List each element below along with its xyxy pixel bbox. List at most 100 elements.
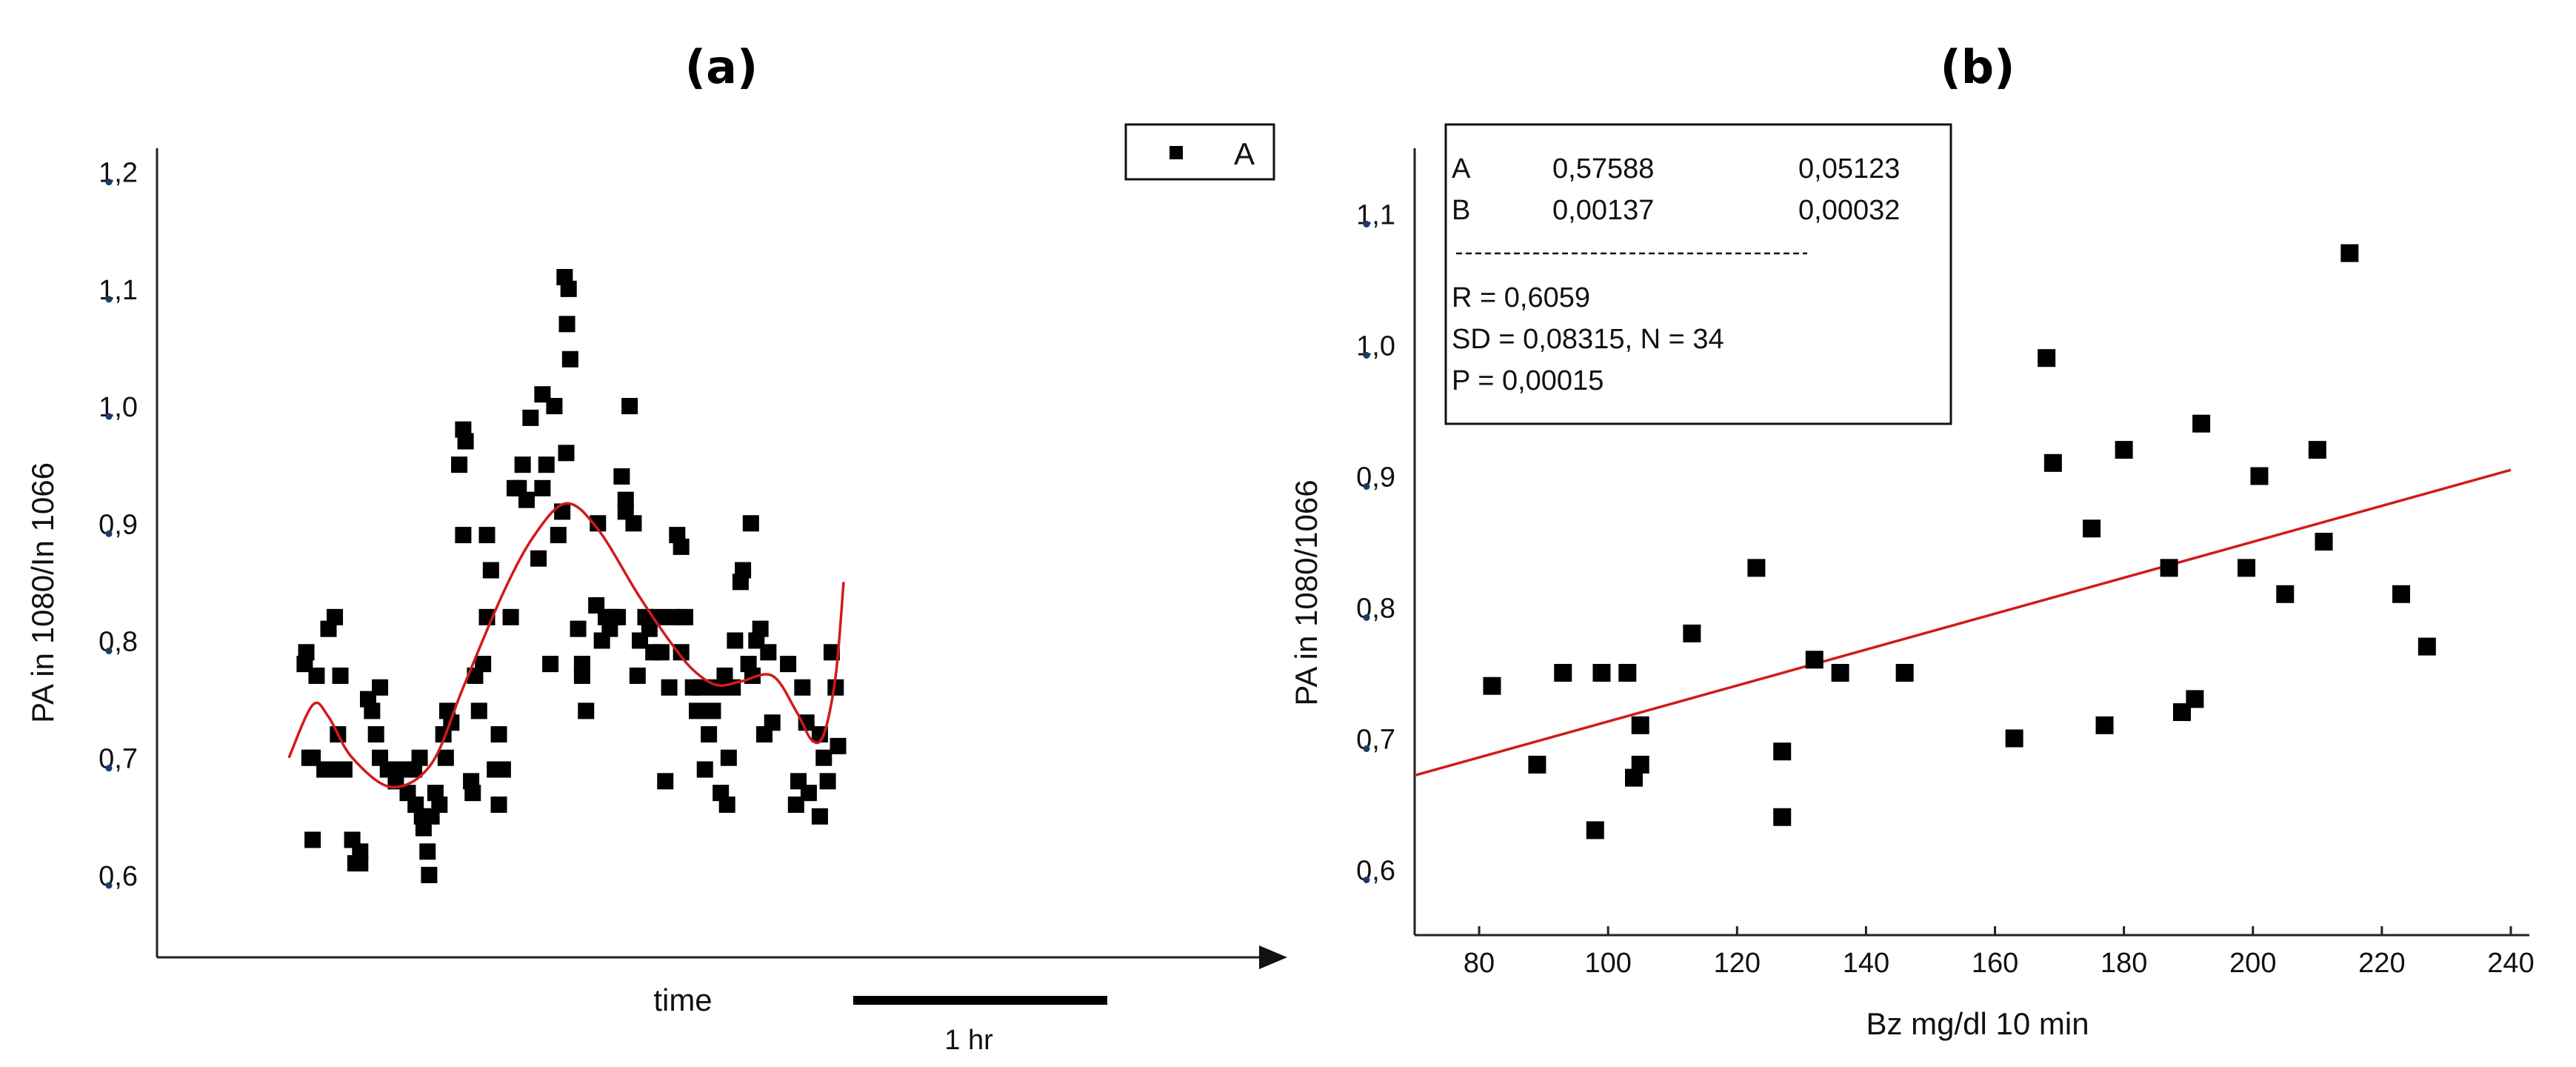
panel-b-data-point (2160, 559, 2178, 577)
panel-b-data-point (2095, 716, 2114, 734)
panel-a-data-point (464, 785, 481, 802)
panel-b-x-tick-label: 160 (1972, 948, 2018, 979)
panel-a-data-point (494, 761, 511, 778)
panel-a-x-label: time (653, 983, 712, 1017)
panel-a-data-point (304, 831, 321, 848)
stats-r: R = 0,6059 (1452, 282, 1590, 313)
scale-bar-label: 1 hr (944, 1025, 993, 1056)
panel-a-data-point (798, 714, 815, 731)
stats-row-b-name: B (1452, 195, 1470, 226)
panel-a-data-point (827, 679, 844, 696)
stats-p: P = 0,00015 (1452, 365, 1604, 396)
panel-a-data-point (411, 749, 428, 766)
panel-a-data-point (530, 550, 547, 567)
stats-row-b-error: 0,00032 (1798, 195, 1900, 226)
panel-a: (a) 1,2 1,1 1,0 0,9 0,8 0,7 0,6 PA in 1080/In … (25, 40, 1287, 1056)
panel-b-data-point (1895, 664, 1914, 682)
tick-dot-icon (1363, 877, 1370, 883)
panel-a-points (296, 269, 847, 883)
panel-a-data-point (327, 608, 344, 625)
panel-b-data-point (1618, 664, 1637, 682)
panel-a-data-point (542, 656, 559, 673)
panel-b: (b) 1,1 1,0 0,9 0,8 0,7 0,6 80 100 120 140 160 180… (1289, 40, 2535, 1041)
panel-a-data-point (760, 644, 777, 661)
panel-b-x-tick-label: 120 (1714, 948, 1761, 979)
panel-a-title: (a) (685, 40, 758, 94)
panel-b-x-tick-label: 140 (1843, 948, 1889, 979)
panel-a-data-point (455, 527, 472, 544)
panel-b-data-point (1631, 716, 1649, 734)
panel-b-x-tick-label: 220 (2358, 948, 2405, 979)
panel-a-data-point (550, 527, 567, 544)
panel-a-data-point (451, 456, 468, 473)
tick-dot-icon (1363, 745, 1370, 752)
panel-a-data-point (815, 749, 832, 766)
panel-b-x-tick-label: 180 (2100, 948, 2147, 979)
x-axis-arrowhead-icon (1259, 945, 1287, 969)
panel-b-x-tick-label: 100 (1584, 948, 1631, 979)
panel-b-data-point (2417, 637, 2436, 656)
panel-a-data-point (573, 667, 590, 684)
tick-dot-icon (105, 882, 113, 889)
stats-row-a-error: 0,05123 (1798, 153, 1900, 185)
stats-sd-n: SD = 0,08315, N = 34 (1452, 324, 1724, 355)
panel-a-data-point (490, 796, 507, 813)
panel-a-data-point (457, 433, 474, 450)
panel-a-data-point (431, 796, 448, 813)
panel-a-data-point (689, 702, 706, 719)
panel-a-data-point (534, 479, 551, 496)
tick-dot-icon (1363, 352, 1370, 359)
panel-a-y-tick-label: 0,6 (99, 861, 138, 892)
tick-dot-icon (1363, 483, 1370, 490)
panel-a-legend (1124, 123, 1275, 181)
panel-a-data-point (298, 644, 315, 661)
panel-a-y-ticks: 1,2 1,1 1,0 0,9 0,8 0,7 0,6 (99, 158, 138, 892)
panel-a-data-point (558, 445, 575, 462)
panel-a-fit-curve (287, 502, 845, 788)
panel-a-data-point (677, 608, 693, 625)
panel-a-data-point (823, 644, 840, 661)
panel-a-data-point (629, 667, 646, 684)
panel-a-y-tick-label: 0,8 (99, 626, 138, 657)
panel-a-data-point (780, 656, 797, 673)
panel-b-y-tick-label: 0,8 (1356, 594, 1395, 625)
panel-a-data-point (742, 515, 759, 532)
legend-label: A (1234, 136, 1255, 171)
panel-a-data-point (332, 667, 349, 684)
panel-b-data-point (1483, 677, 1501, 695)
panel-b-data-point (2038, 349, 2056, 368)
panel-b-y-label: PA in 1080/1066 (1289, 479, 1324, 705)
panel-b-data-point (2340, 244, 2359, 262)
panel-a-data-point (610, 608, 627, 625)
panel-b-y-ticks: 1,1 1,0 0,9 0,8 0,7 0,6 (1356, 200, 1395, 887)
tick-dot-icon (105, 413, 113, 420)
panel-a-data-point (735, 562, 752, 579)
tick-dot-icon (105, 296, 113, 303)
panel-b-y-tick-label: 0,9 (1356, 462, 1395, 493)
panel-a-y-label: PA in 1080/In 1066 (25, 462, 60, 723)
panel-a-data-point (653, 644, 670, 661)
panel-a-data-point (482, 562, 499, 579)
panel-a-data-point (617, 491, 634, 508)
panel-a-data-point (336, 761, 353, 778)
stats-row-a-value: 0,57588 (1552, 153, 1654, 185)
panel-a-y-tick-label: 1,2 (99, 158, 138, 189)
panel-a-y-tick-label: 1,0 (99, 392, 138, 423)
tick-dot-icon (1363, 221, 1370, 227)
panel-a-data-point (419, 843, 436, 860)
panel-b-data-point (1747, 559, 1766, 577)
panel-a-data-point (625, 515, 642, 532)
tick-dot-icon (1363, 614, 1370, 621)
panel-a-data-point (800, 785, 817, 802)
panel-a-data-point (546, 398, 563, 415)
panel-b-data-point (2315, 533, 2333, 551)
panel-a-data-point (696, 761, 713, 778)
stats-row-b-value: 0,00137 (1552, 195, 1654, 226)
legend-marker-icon (1169, 146, 1183, 159)
panel-b-data-point (1554, 664, 1572, 682)
panel-a-data-point (538, 456, 555, 473)
panel-b-data-point (1773, 742, 1792, 761)
panel-a-data-point (561, 350, 578, 368)
panel-b-title: (b) (1940, 40, 2015, 94)
panel-b-data-point (1592, 664, 1611, 682)
